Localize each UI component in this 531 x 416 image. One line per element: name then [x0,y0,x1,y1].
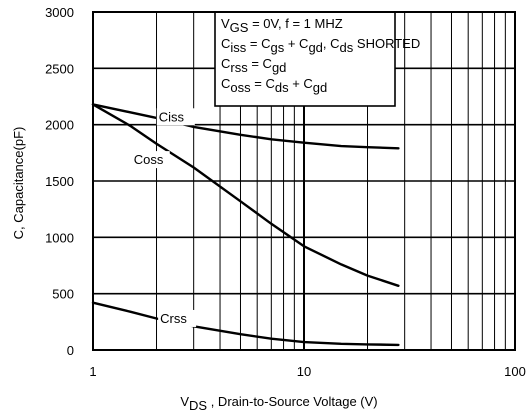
annotation-subscript: ds [275,80,289,95]
y-tick-label: 2000 [45,118,74,133]
series-line-ciss [91,103,400,150]
x-axis-label-sub: DS [189,398,207,413]
y-axis-label: C, Capacitance(pF) [11,127,26,240]
annotation-subscript: gd [308,40,322,55]
x-axis-label: VDS , Drain-to-Source Voltage (V) [180,394,377,413]
series-label-coss: Coss [134,152,164,167]
annotation-text: + C [284,36,308,51]
annotation-line: Crss = Cgd [221,56,286,75]
annotation-frame [214,11,396,107]
y-tick-label: 1000 [45,230,74,245]
annotation-subscript: oss [230,80,251,95]
y-tick-label: 3000 [45,5,74,20]
series-lines [91,103,400,347]
x-tick-label: 100 [504,364,526,379]
annotation-text: C [221,76,230,91]
annotation-subscript: GS [230,20,249,35]
annotation-text: , C [323,36,340,51]
series-label-bg [158,309,197,327]
series-label-ciss: Ciss [159,109,185,124]
y-tick-label: 500 [52,287,74,302]
series-label-bg [156,108,195,126]
annotation-text: = C [246,36,270,51]
x-tick-label: 10 [297,364,311,379]
series-line-crss [91,301,400,347]
y-tick-label: 1500 [45,174,74,189]
annotation-subscript: gs [271,40,285,55]
annotation-text: SHORTED [353,36,420,51]
annotation-subscript: iss [230,40,246,55]
x-tick-label: 1 [89,364,96,379]
series-label-bg [131,151,170,169]
annotation-text: = C [251,76,275,91]
x-tick-labels: 1 10 100 [89,364,525,379]
annotation-line: Coss = Cds + Cgd [221,76,327,95]
series-label-crss: Crss [160,311,187,326]
annotation-line: VGS = 0V, f = 1 MHZ [221,16,343,35]
annotation-text: = 0V, f = 1 MHZ [248,16,342,31]
annotation-text: = C [248,56,272,71]
series-line-coss [91,103,400,287]
annotation-subscript: rss [230,60,248,75]
y-tick-label: 2500 [45,61,74,76]
annotation-subscript: ds [340,40,354,55]
annotation-subscript: gd [313,80,327,95]
annotation-text: C [221,36,230,51]
annotation-line: Ciss = Cgs + Cgd, Cds SHORTED [221,36,420,55]
annotation-text: C [221,56,230,71]
plot-frame [92,11,516,351]
y-tick-label: 0 [67,343,74,358]
annotation-text: V [221,16,230,31]
x-axis-label-main: V [180,394,189,409]
annotation-subscript: gd [272,60,286,75]
x-axis-label-rest: , Drain-to-Source Voltage (V) [207,394,378,409]
annotation-text: + C [289,76,313,91]
series-labels: Ciss Coss Crss [131,108,197,327]
y-tick-labels: 0 500 1000 1500 2000 2500 3000 [45,5,74,358]
